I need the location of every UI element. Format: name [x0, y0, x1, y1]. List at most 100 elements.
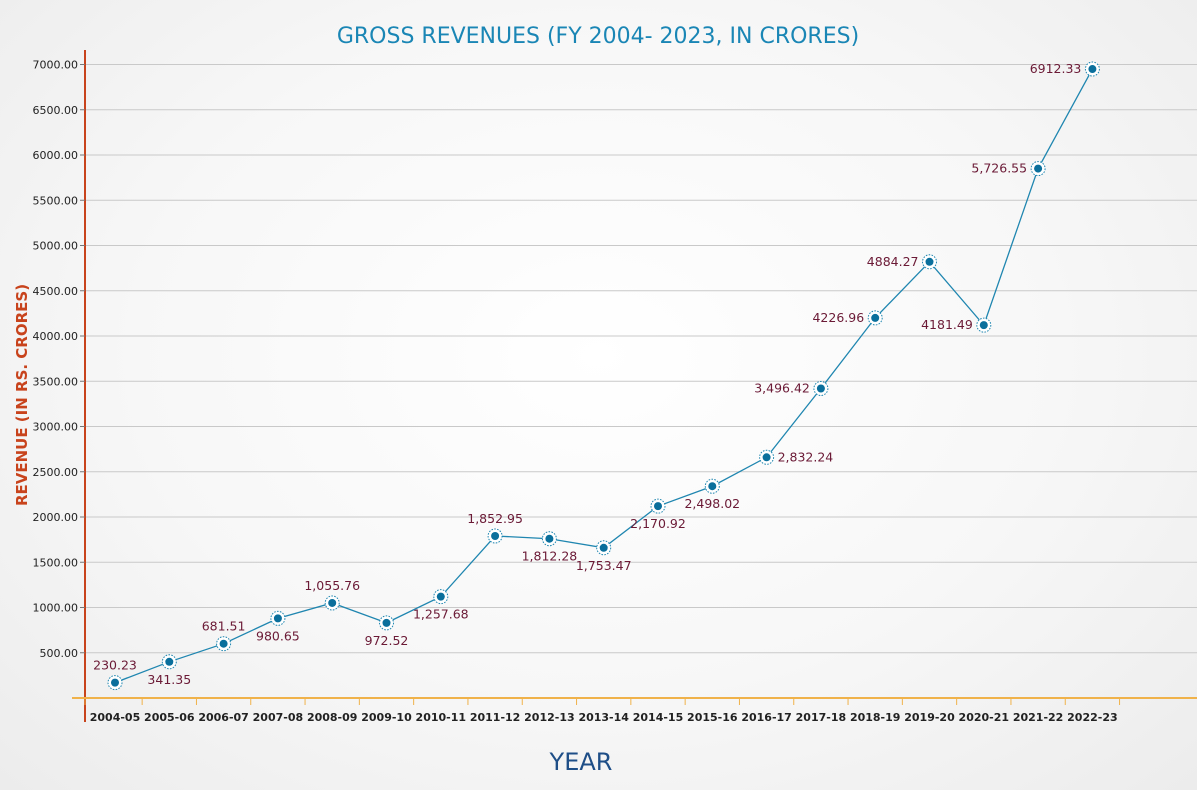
y-tick-label: 1500.00 [33, 556, 79, 569]
x-tick-label: 2021-22 [1013, 711, 1064, 724]
data-label: 5,726.55 [971, 161, 1027, 176]
data-point[interactable] [107, 675, 123, 691]
data-series [107, 61, 1100, 691]
data-label: 230.23 [93, 658, 137, 673]
x-axis-label: YEAR [549, 748, 613, 776]
data-point-dot [436, 592, 445, 601]
data-point[interactable] [704, 478, 720, 494]
data-label: 1,812.28 [522, 549, 578, 564]
data-point-dot [599, 543, 608, 552]
x-tick-label: 2011-12 [470, 711, 521, 724]
data-point-dot [654, 502, 662, 511]
data-point[interactable] [976, 317, 992, 333]
data-point[interactable] [270, 610, 286, 626]
y-tick-label: 3500.00 [33, 375, 79, 388]
data-point[interactable] [541, 531, 557, 547]
x-tick-label: 2016-17 [741, 711, 792, 724]
data-point[interactable] [813, 380, 829, 396]
y-tick-label: 4500.00 [33, 285, 79, 298]
data-point-dot [165, 657, 174, 666]
x-tick-label: 2010-11 [416, 711, 467, 724]
x-tick-label: 2019-20 [904, 711, 955, 724]
data-point-dot [925, 257, 934, 266]
tick-labels: 500.00 1000.00 1500.00 2000.00 2500.00 3000.0… [33, 59, 1121, 724]
data-point[interactable] [867, 310, 883, 326]
data-label: 4226.96 [812, 310, 864, 325]
data-point-dot [708, 482, 717, 491]
y-tick-label: 500.00 [40, 647, 79, 660]
x-tick-label: 2006-07 [198, 711, 249, 724]
data-point[interactable] [596, 540, 612, 556]
y-tick-label: 4000.00 [33, 330, 79, 343]
data-point-dot [762, 453, 771, 462]
data-point[interactable] [433, 589, 449, 605]
data-point[interactable] [759, 449, 775, 465]
data-label: 2,832.24 [778, 449, 834, 464]
data-point-dot [979, 321, 988, 330]
data-label: 1,055.76 [304, 578, 360, 593]
y-tick-label: 7000.00 [33, 59, 79, 72]
x-tick-label: 2007-08 [253, 711, 304, 724]
data-label: 4884.27 [867, 254, 919, 269]
data-label: 2,170.92 [630, 516, 686, 531]
data-label: 1,257.68 [413, 607, 469, 622]
data-point[interactable] [922, 254, 937, 270]
chart-title: GROSS REVENUES (FY 2004- 2023, IN CRORES… [337, 24, 859, 49]
y-axis-label: REVENUE (IN RS. CRORES) [13, 284, 31, 506]
x-tick-label: 2004-05 [90, 711, 141, 724]
data-point-dot [1034, 164, 1043, 173]
y-tick-label: 5000.00 [33, 240, 79, 253]
data-point[interactable] [1030, 161, 1046, 177]
x-tick-label: 2012-13 [524, 711, 575, 724]
x-tick-label: 2015-16 [687, 711, 738, 724]
data-label: 3,496.42 [754, 380, 810, 395]
data-point-dot [491, 532, 500, 541]
data-point[interactable] [487, 528, 503, 544]
data-point[interactable] [379, 615, 394, 631]
y-tick-label: 5500.00 [33, 194, 79, 207]
y-tick-label: 3000.00 [33, 421, 79, 434]
y-tick-label: 1000.00 [33, 602, 79, 615]
x-tick-label: 2020-21 [959, 711, 1010, 724]
data-label: 980.65 [256, 628, 300, 643]
data-point-dot [545, 534, 554, 543]
x-tick-label: 2013-14 [578, 711, 629, 724]
data-point[interactable] [216, 636, 232, 652]
data-label: 1,753.47 [576, 558, 632, 573]
data-point-dot [111, 678, 119, 687]
grid-lines [85, 64, 1197, 654]
series-line [114, 68, 1093, 684]
data-label: 341.35 [147, 672, 191, 687]
data-point[interactable] [650, 498, 666, 514]
y-tick-label: 6500.00 [33, 104, 79, 117]
y-tick-label: 2500.00 [33, 466, 79, 479]
data-point-dot [871, 313, 880, 322]
y-tick-label: 6000.00 [33, 149, 79, 162]
data-point-dot [1088, 65, 1097, 74]
data-labels: 230.23 341.35 681.51 980.65 1,055.76 972.52 1,… [93, 61, 1081, 687]
data-label: 972.52 [365, 633, 409, 648]
data-point-dot [219, 639, 228, 648]
data-point[interactable] [161, 654, 177, 670]
data-label: 1,852.95 [467, 511, 523, 526]
data-label: 6912.33 [1030, 61, 1082, 76]
x-tick-label: 2005-06 [144, 711, 195, 724]
data-point-dot [382, 618, 391, 627]
data-point-dot [273, 614, 282, 623]
data-label: 4181.49 [921, 317, 973, 332]
x-tick-label: 2009-10 [361, 711, 412, 724]
data-label: 2,498.02 [684, 496, 740, 511]
axes [72, 50, 1197, 722]
data-point[interactable] [1084, 61, 1100, 77]
x-tick-label: 2022-23 [1067, 711, 1118, 724]
x-tick-label: 2008-09 [307, 711, 358, 724]
y-tick-label: 2000.00 [33, 511, 79, 524]
data-label: 681.51 [202, 619, 246, 634]
data-point-dot [816, 384, 825, 393]
data-point-dot [328, 598, 337, 607]
data-point[interactable] [324, 595, 340, 611]
x-tick-label: 2018-19 [850, 711, 901, 724]
x-tick-label: 2014-15 [633, 711, 684, 724]
